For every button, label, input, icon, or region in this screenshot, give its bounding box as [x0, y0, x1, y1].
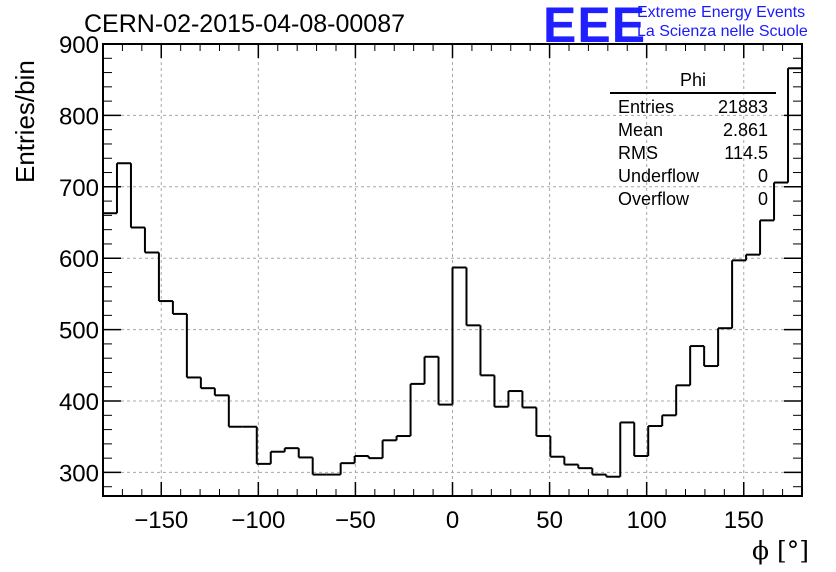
x-tick-label: 0	[446, 507, 459, 534]
y-tick-label: 900	[59, 32, 99, 59]
stats-value: 21883	[717, 97, 768, 117]
logo-caption: Extreme Energy Events La Scienza nelle S…	[637, 3, 808, 41]
stats-box-title: Phi	[610, 70, 776, 94]
stats-label: RMS	[618, 143, 658, 163]
x-tick-label: 50	[536, 507, 563, 534]
y-tick-label: 800	[59, 103, 99, 130]
logo-caption-line2: La Scienza nelle Scuole	[637, 23, 808, 40]
y-tick-label: 500	[59, 318, 99, 345]
y-tick-label: 400	[59, 389, 99, 416]
y-tick-label: 700	[59, 175, 99, 202]
stats-row-entries: Entries 21883	[610, 96, 776, 119]
stats-label: Overflow	[618, 189, 690, 209]
x-tick-label: −50	[335, 507, 376, 534]
stats-label: Entries	[618, 97, 675, 117]
y-tick-label: 300	[59, 460, 99, 487]
y-axis-label: Entries/bin	[10, 60, 40, 183]
stats-row-mean: Mean 2.861	[610, 119, 776, 142]
logo-caption-line1: Extreme Energy Events	[637, 4, 806, 21]
x-tick-label: −100	[231, 507, 285, 534]
eee-logo: EEE	[543, 0, 647, 53]
axes: −150 −100 −50 0 50 100 150 300 400 500 600 700 800 90…	[59, 32, 803, 534]
chart-title: CERN-02-2015-04-08-00087	[84, 10, 406, 38]
stats-value: 0	[757, 189, 768, 209]
stats-label: Underflow	[618, 166, 700, 186]
stats-box: Phi Entries 21883 Mean 2.861 RMS 114.5 U…	[610, 70, 776, 211]
stats-row-rms: RMS 114.5	[610, 142, 776, 165]
x-axis-label: ϕ [°]	[752, 536, 809, 565]
y-tick-label: 600	[59, 246, 99, 273]
stats-row-underflow: Underflow 0	[610, 165, 776, 188]
stats-value: 0	[757, 166, 768, 186]
x-tick-label: 100	[627, 507, 667, 534]
stats-value: 2.861	[722, 120, 768, 140]
histogram-series	[103, 67, 802, 478]
stats-label: Mean	[618, 120, 664, 140]
stats-row-overflow: Overflow 0	[610, 188, 776, 211]
stats-value: 114.5	[724, 143, 768, 163]
x-tick-label: −150	[134, 507, 188, 534]
x-tick-label: 150	[724, 507, 764, 534]
